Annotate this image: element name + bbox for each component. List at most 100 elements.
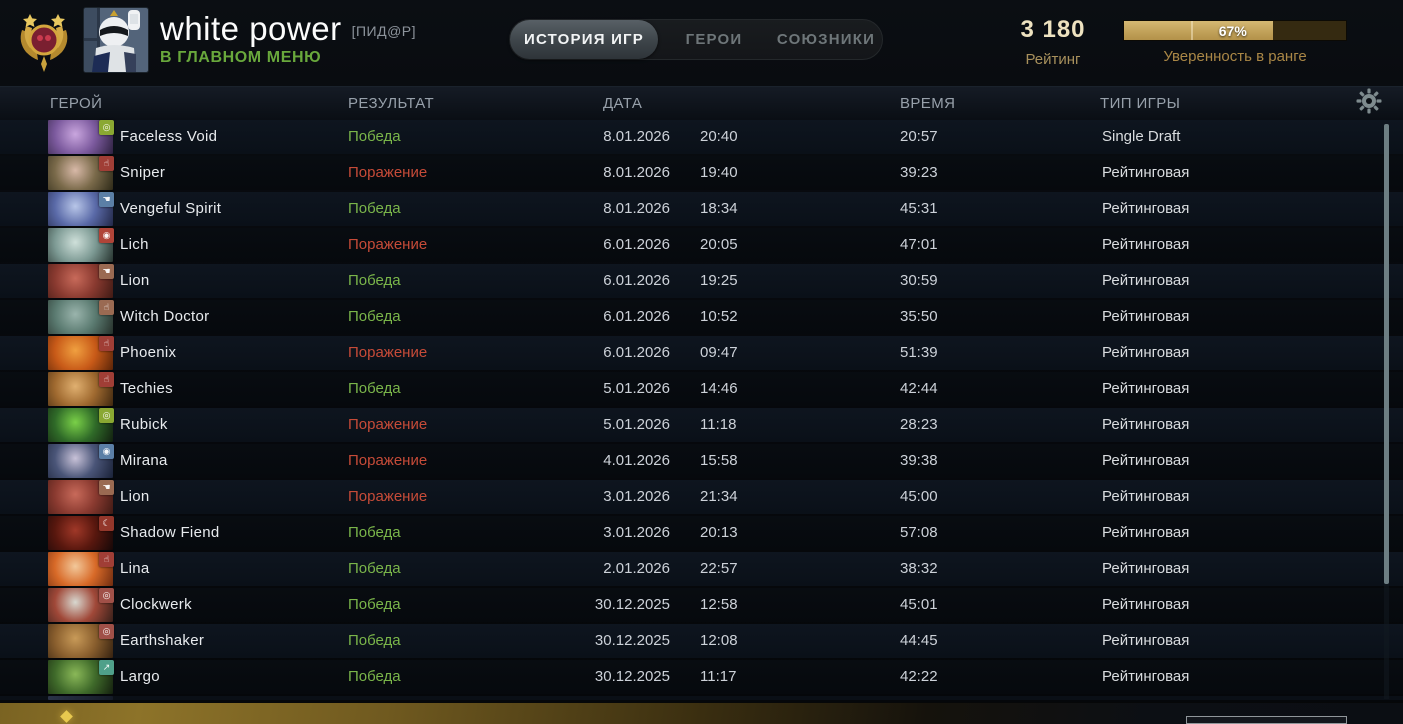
hero-name: Mirana — [120, 452, 168, 469]
match-start-time: 19:40 — [700, 164, 738, 181]
match-row[interactable]: ☝ Witch Doctor Победа 6.01.2026 10:52 35… — [0, 300, 1403, 334]
hero-name: Lina — [120, 560, 150, 577]
match-row[interactable]: ☾ Shadow Fiend Победа 3.01.2026 20:13 57… — [0, 516, 1403, 550]
player-avatar[interactable] — [84, 8, 148, 72]
match-type: Рейтинговая — [1102, 560, 1190, 577]
hero-name: Techies — [120, 380, 173, 397]
match-start-time: 11:17 — [700, 668, 737, 685]
confidence-percent: 67% — [1218, 23, 1247, 39]
hero-name: Sniper — [120, 164, 166, 181]
lane-badge: ☝ — [99, 552, 114, 567]
confidence-fill — [1124, 21, 1273, 40]
match-date: 4.01.2026 — [603, 452, 670, 469]
hero-name: Earthshaker — [120, 632, 205, 649]
lane-badge: ☝ — [99, 300, 114, 315]
match-duration: 39:23 — [900, 164, 938, 181]
tab-match-history[interactable]: ИСТОРИЯ ИГР — [510, 20, 658, 59]
column-header-hero: ГЕРОЙ — [50, 95, 103, 112]
hero-name: Lion — [120, 488, 150, 505]
match-date: 8.01.2026 — [603, 200, 670, 217]
match-date: 8.01.2026 — [603, 164, 670, 181]
player-identity: white power [ПИД@Р] В ГЛАВНОМ МЕНЮ — [160, 10, 416, 67]
hero-portrait: ☾ — [48, 516, 114, 550]
hand-icon: ☚ — [102, 266, 111, 276]
hero-portrait — [48, 696, 113, 700]
table-header: ГЕРОЙ РЕЗУЛЬТАТ ДАТА ВРЕМЯ ТИП ИГРЫ — [0, 86, 1403, 120]
match-row[interactable]: ☚ Lion Поражение 3.01.2026 21:34 45:00 Р… — [0, 480, 1403, 514]
match-date: 30.12.2025 — [594, 668, 670, 685]
match-duration: 45:00 — [900, 488, 938, 505]
lane-badge: ☚ — [99, 480, 114, 495]
hero-name: Vengeful Spirit — [120, 200, 222, 217]
match-date: 8.01.2026 — [603, 128, 670, 145]
match-type: Single Draft — [1102, 128, 1181, 145]
fist-icon: ☝ — [103, 158, 110, 168]
match-start-time: 22:57 — [700, 560, 738, 577]
hero-name: Clockwerk — [120, 596, 192, 613]
rating-label: Рейтинг — [1025, 51, 1081, 68]
match-duration: 51:39 — [900, 344, 938, 361]
hand-icon: ☚ — [102, 482, 111, 492]
match-row[interactable]: ◎ Earthshaker Победа 30.12.2025 12:08 44… — [0, 624, 1403, 658]
ring-icon: ◎ — [102, 590, 111, 600]
partial-panel — [1186, 716, 1347, 724]
profile-tabs: ИСТОРИЯ ИГР ГЕРОИ СОЮЗНИКИ — [509, 19, 883, 60]
match-start-time: 20:40 — [700, 128, 738, 145]
hero-portrait: ☚ — [48, 192, 114, 226]
confidence-marker — [1190, 21, 1193, 40]
match-table: ◎ Faceless Void Победа 8.01.2026 20:40 2… — [0, 120, 1403, 700]
column-header-date: ДАТА — [603, 95, 643, 112]
match-type: Рейтинговая — [1102, 380, 1190, 397]
match-type: Рейтинговая — [1102, 272, 1190, 289]
scrollbar-thumb[interactable] — [1384, 124, 1389, 584]
match-row-partial — [0, 696, 1403, 700]
hero-portrait: ☝ — [48, 156, 114, 190]
match-type: Рейтинговая — [1102, 236, 1190, 253]
match-row[interactable]: ◎ Faceless Void Победа 8.01.2026 20:40 2… — [0, 120, 1403, 154]
hero-name: Shadow Fiend — [120, 524, 220, 541]
bottom-bar — [0, 702, 1403, 724]
match-duration: 45:31 — [900, 200, 938, 217]
match-row[interactable]: ◎ Clockwerk Победа 30.12.2025 12:58 45:0… — [0, 588, 1403, 622]
match-start-time: 20:13 — [700, 524, 738, 541]
match-result: Поражение — [348, 344, 428, 361]
player-status: В ГЛАВНОМ МЕНЮ — [160, 49, 322, 66]
match-type: Рейтинговая — [1102, 164, 1190, 181]
match-start-time: 15:58 — [700, 452, 738, 469]
match-row[interactable]: ↗ Largo Победа 30.12.2025 11:17 42:22 Ре… — [0, 660, 1403, 694]
match-duration: 28:23 — [900, 416, 938, 433]
match-row[interactable]: ☚ Vengeful Spirit Победа 8.01.2026 18:34… — [0, 192, 1403, 226]
hero-portrait: ◎ — [48, 408, 114, 442]
match-row[interactable]: ◉ Mirana Поражение 4.01.2026 15:58 39:38… — [0, 444, 1403, 478]
match-row[interactable]: ☝ Lina Победа 2.01.2026 22:57 38:32 Рейт… — [0, 552, 1403, 586]
lane-badge: ☝ — [99, 336, 114, 351]
match-start-time: 18:34 — [700, 200, 738, 217]
lane-badge: ◎ — [99, 120, 114, 135]
column-header-duration: ВРЕМЯ — [900, 95, 956, 112]
match-row[interactable]: ☝ Phoenix Поражение 6.01.2026 09:47 51:3… — [0, 336, 1403, 370]
tab-heroes[interactable]: ГЕРОИ — [685, 31, 743, 48]
match-type: Рейтинговая — [1102, 488, 1190, 505]
match-row[interactable]: ◉ Lich Поражение 6.01.2026 20:05 47:01 Р… — [0, 228, 1403, 262]
match-start-time: 10:52 — [700, 308, 738, 325]
settings-gear-icon[interactable] — [1356, 88, 1382, 114]
match-row[interactable]: ☚ Lion Победа 6.01.2026 19:25 30:59 Рейт… — [0, 264, 1403, 298]
lane-badge: ◎ — [99, 408, 114, 423]
eye-icon: ◉ — [102, 230, 111, 240]
match-row[interactable]: ◎ Rubick Поражение 5.01.2026 11:18 28:23… — [0, 408, 1403, 442]
rating-block: 3 180 Рейтинг — [998, 16, 1108, 68]
hero-name: Lion — [120, 272, 150, 289]
match-duration: 39:38 — [900, 452, 938, 469]
ring-icon: ◎ — [102, 410, 111, 420]
tab-allies[interactable]: СОЮЗНИКИ — [776, 31, 876, 48]
match-result: Победа — [348, 524, 401, 541]
hero-portrait: ↗ — [48, 660, 114, 694]
match-date: 5.01.2026 — [603, 380, 670, 397]
match-row[interactable]: ☝ Techies Победа 5.01.2026 14:46 42:44 Р… — [0, 372, 1403, 406]
lane-badge: ◎ — [99, 588, 114, 603]
arrow-icon: ↗ — [102, 662, 111, 672]
match-start-time: 14:46 — [700, 380, 738, 397]
match-duration: 38:32 — [900, 560, 938, 577]
hero-portrait: ◉ — [48, 228, 114, 262]
match-row[interactable]: ☝ Sniper Поражение 8.01.2026 19:40 39:23… — [0, 156, 1403, 190]
